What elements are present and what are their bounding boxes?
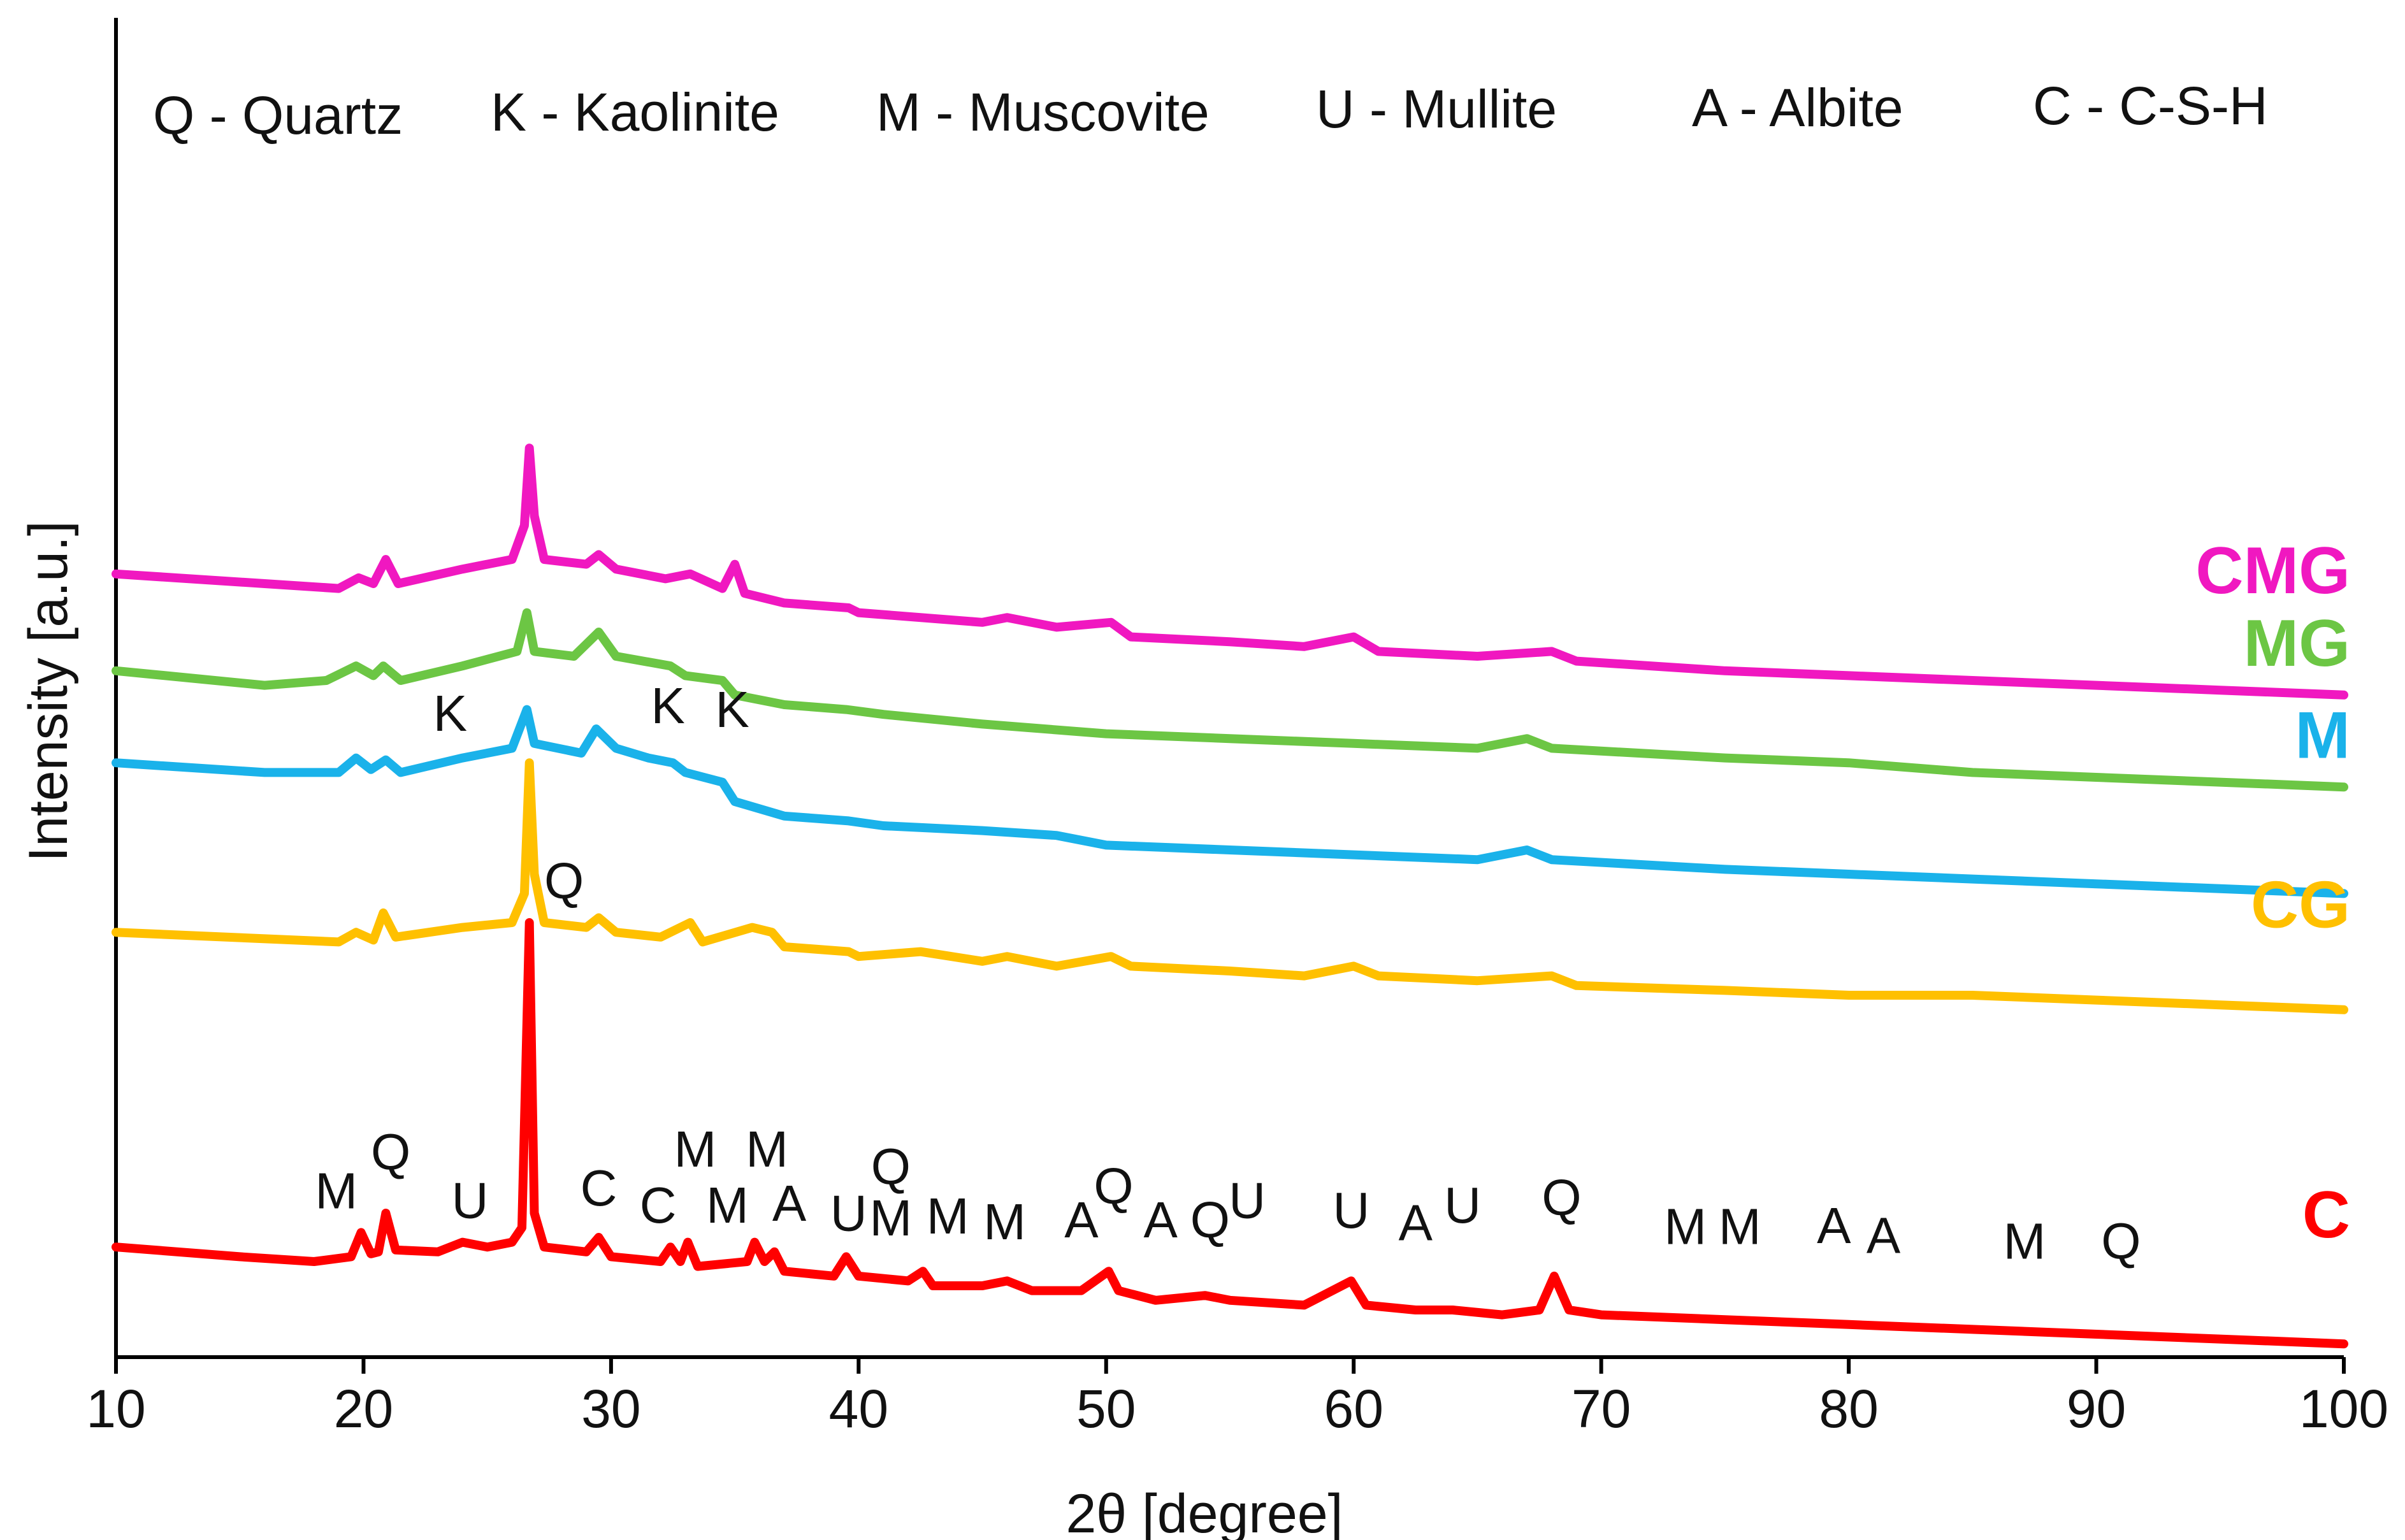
peak-label: M xyxy=(1719,1198,1761,1255)
legend-muscovite: M - Muscovite xyxy=(876,82,1210,142)
peak-label: K xyxy=(716,681,749,738)
peak-label: K xyxy=(651,677,685,734)
peak-label: U xyxy=(1229,1172,1266,1229)
legend-mullite: U - Mullite xyxy=(1316,79,1557,139)
x-tick-label: 100 xyxy=(2299,1379,2388,1439)
peak-label: C xyxy=(640,1177,677,1234)
series-label-c: C xyxy=(2302,1178,2350,1252)
x-tick-label: 40 xyxy=(829,1379,888,1439)
legend-quartz: Q - Quartz xyxy=(153,85,403,145)
peak-label: Q xyxy=(1190,1191,1230,1248)
peak-label: U xyxy=(830,1184,867,1241)
legend-albite: A - Albite xyxy=(1692,78,1903,138)
series-line-c xyxy=(112,918,2348,1349)
peak-label: C xyxy=(581,1160,618,1216)
peak-label: A xyxy=(1144,1191,1178,1248)
x-ticks: 10 20 30 40 50 60 70 80 90 100 xyxy=(86,1357,2388,1439)
axes: 10 20 30 40 50 60 70 80 90 100 xyxy=(86,18,2388,1439)
series-line-cmg xyxy=(112,443,2348,700)
legend-kaolinite: K - Kaolinite xyxy=(491,82,779,142)
peak-label: M xyxy=(674,1121,717,1177)
peak-label: Q xyxy=(544,853,584,909)
peak-label: M xyxy=(983,1193,1026,1250)
x-tick-label: 10 xyxy=(86,1379,145,1439)
y-axis-title: Intensity [a.u.] xyxy=(18,521,79,861)
x-tick-label: 20 xyxy=(334,1379,393,1439)
peak-label: A xyxy=(1399,1195,1433,1251)
series-line-m xyxy=(112,705,2348,898)
peak-label: Q xyxy=(1094,1158,1133,1214)
peak-label: Q xyxy=(871,1138,911,1195)
series-line-mg xyxy=(112,608,2348,792)
peak-label: A xyxy=(1064,1191,1099,1248)
peak-label: M xyxy=(706,1177,749,1234)
legend-csh: C - C-S-H xyxy=(2033,76,2268,136)
series-label-cmg: CMG xyxy=(2195,534,2350,608)
peak-label: A xyxy=(1867,1207,1901,1263)
x-tick-label: 60 xyxy=(1324,1379,1383,1439)
peak-label: A xyxy=(1817,1197,1851,1254)
peak-label: U xyxy=(452,1172,489,1229)
peak-label: Q xyxy=(1542,1169,1581,1226)
series-label-cg: CG xyxy=(2251,868,2350,942)
peak-label: U xyxy=(1332,1182,1369,1239)
peak-label: U xyxy=(1444,1177,1481,1234)
peak-label: M xyxy=(927,1188,969,1244)
peak-label: A xyxy=(772,1175,807,1232)
series-lines xyxy=(112,443,2348,1349)
peak-label: Q xyxy=(2101,1213,2141,1269)
peak-label: Q xyxy=(371,1124,410,1181)
peak-label: M xyxy=(870,1190,913,1246)
peak-label: M xyxy=(2004,1213,2046,1269)
peak-label: K xyxy=(433,685,467,742)
peak-label: M xyxy=(315,1162,358,1219)
legend-row: Q - Quartz K - Kaolinite M - Muscovite U… xyxy=(153,76,2268,145)
peak-label: M xyxy=(746,1121,788,1177)
x-tick-label: 90 xyxy=(2067,1379,2126,1439)
x-tick-label: 30 xyxy=(581,1379,640,1439)
x-tick-label: 80 xyxy=(1819,1379,1878,1439)
series-line-cg xyxy=(112,758,2348,1014)
series-label-m: M xyxy=(2295,699,2350,773)
x-tick-label: 50 xyxy=(1076,1379,1136,1439)
peak-label: M xyxy=(1664,1198,1707,1255)
x-axis-title: 2θ [degree] xyxy=(1065,1483,1343,1540)
series-label-mg: MG xyxy=(2243,607,2350,680)
x-tick-label: 70 xyxy=(1571,1379,1631,1439)
